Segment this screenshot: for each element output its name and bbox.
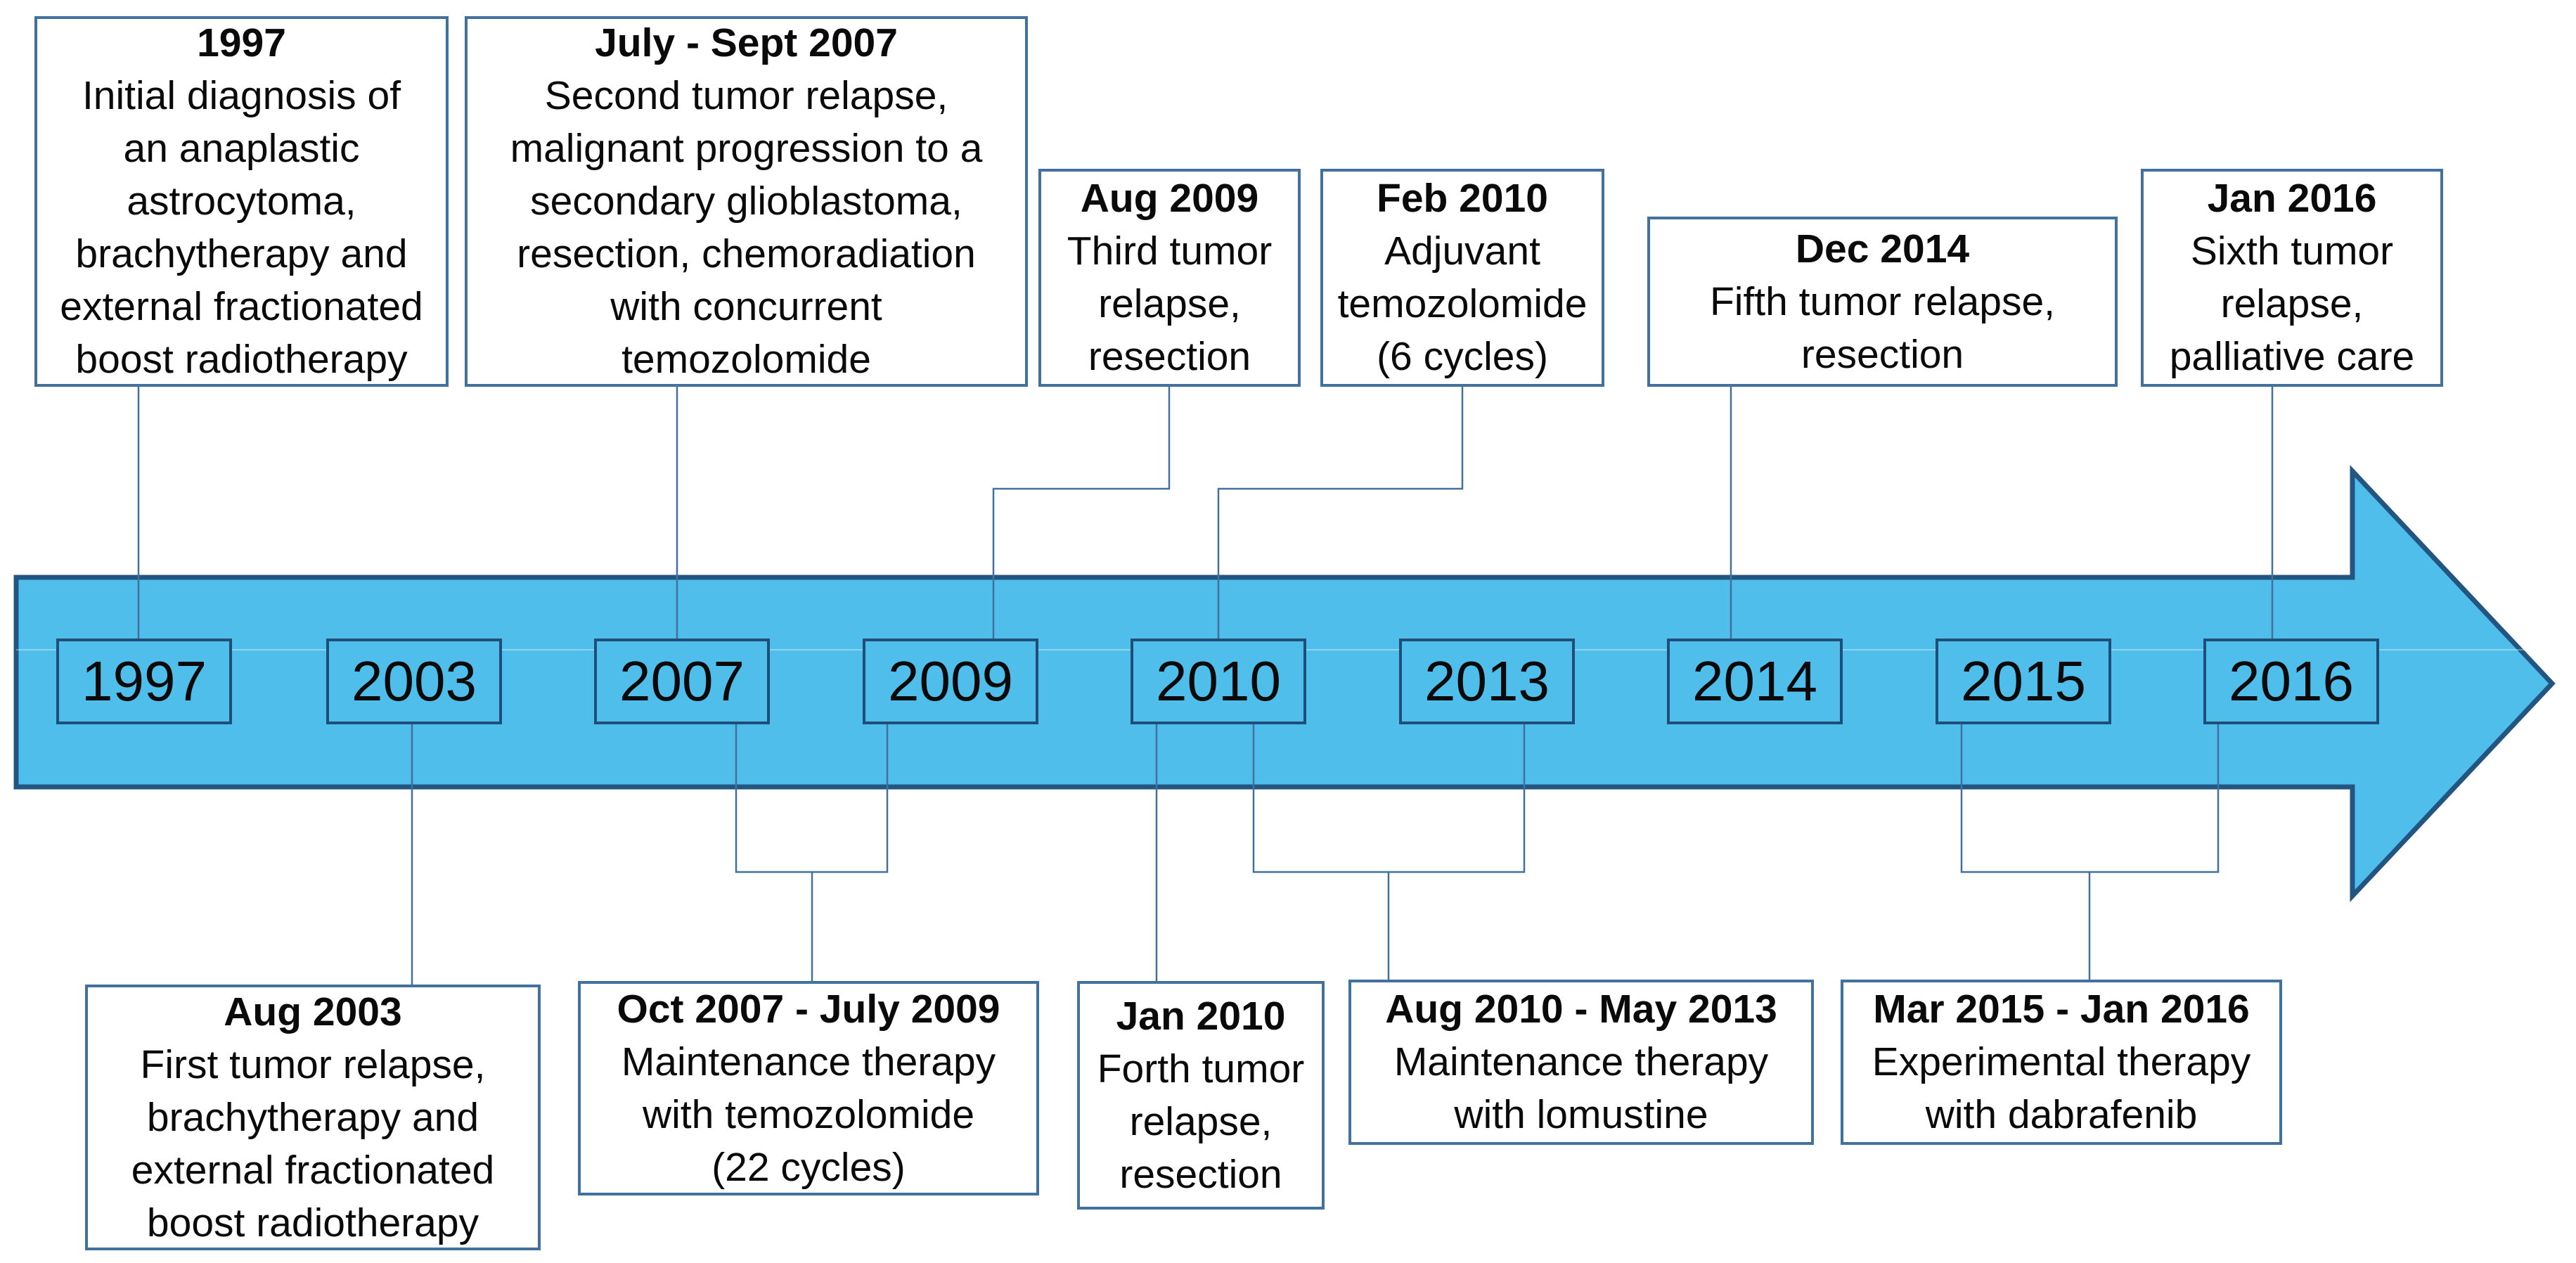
year-box-2016: 2016 — [2203, 639, 2379, 724]
event-box-aug-2009: Aug 2009 Third tumor relapse, resection — [1038, 169, 1301, 387]
event-box-jan-2016: Jan 2016 Sixth tumor relapse, palliative… — [2141, 169, 2443, 387]
event-description: Experimental therapy with dabrafenib — [1872, 1039, 2251, 1137]
connector-aug2009-elbow — [992, 387, 1171, 639]
year-box-2007: 2007 — [594, 639, 770, 724]
event-date: 1997 — [197, 20, 286, 65]
year-box-2013: 2013 — [1399, 639, 1575, 724]
event-description: Adjuvant temozolomide (6 cycles) — [1337, 229, 1588, 379]
year-box-1997: 1997 — [56, 639, 232, 724]
event-date: Aug 2003 — [224, 989, 402, 1034]
event-box-oct-2007-july-2009: Oct 2007 - July 2009 Maintenance therapy… — [578, 981, 1039, 1195]
year-box-2010: 2010 — [1131, 639, 1306, 724]
year-box-2009: 2009 — [863, 639, 1038, 724]
year-box-2015: 2015 — [1936, 639, 2111, 724]
event-description: Third tumor relapse, resection — [1067, 229, 1273, 379]
event-description: Sixth tumor relapse, palliative care — [2169, 229, 2415, 379]
event-box-mar-2015-jan-2016: Mar 2015 - Jan 2016 Experimental therapy… — [1841, 980, 2282, 1145]
event-date: Jan 2016 — [2207, 176, 2377, 221]
event-description: First tumor relapse, brachytherapy and e… — [131, 1041, 495, 1245]
event-box-jan-2010: Jan 2010 Forth tumor relapse, resection — [1077, 981, 1325, 1210]
event-description: Forth tumor relapse, resection — [1097, 1046, 1305, 1197]
event-date: July - Sept 2007 — [595, 20, 898, 65]
event-date: Mar 2015 - Jan 2016 — [1873, 987, 2250, 1032]
event-box-aug-2003: Aug 2003 First tumor relapse, brachyther… — [85, 985, 541, 1250]
event-box-feb-2010: Feb 2010 Adjuvant temozolomide (6 cycles… — [1320, 169, 1604, 387]
event-date: Oct 2007 - July 2009 — [617, 986, 1000, 1032]
event-description: Maintenance therapy with lomustine — [1393, 1039, 1769, 1137]
event-date: Aug 2009 — [1080, 176, 1259, 221]
event-box-dec-2014: Dec 2014 Fifth tumor relapse, resection — [1647, 217, 2118, 387]
event-date: Feb 2010 — [1377, 176, 1548, 221]
event-date: Aug 2010 - May 2013 — [1385, 987, 1777, 1032]
event-description: Second tumor relapse, malignant progress… — [510, 73, 983, 382]
year-box-2003: 2003 — [326, 639, 502, 724]
event-date: Dec 2014 — [1795, 226, 1970, 271]
event-box-1997: 1997 Initial diagnosis of an anaplastic … — [34, 16, 449, 387]
event-description: Fifth tumor relapse, resection — [1709, 278, 2055, 377]
event-description: Initial diagnosis of an anaplastic astro… — [60, 73, 423, 382]
connector-feb2010-elbow — [1217, 387, 1464, 639]
event-date: Jan 2010 — [1116, 993, 1286, 1039]
event-box-aug-2010-may-2013: Aug 2010 - May 2013 Maintenance therapy … — [1348, 980, 1814, 1145]
event-description: Maintenance therapy with temozolomide (2… — [621, 1039, 996, 1190]
year-box-2014: 2014 — [1667, 639, 1843, 724]
event-box-july-sept-2007: July - Sept 2007 Second tumor relapse, m… — [465, 16, 1028, 387]
